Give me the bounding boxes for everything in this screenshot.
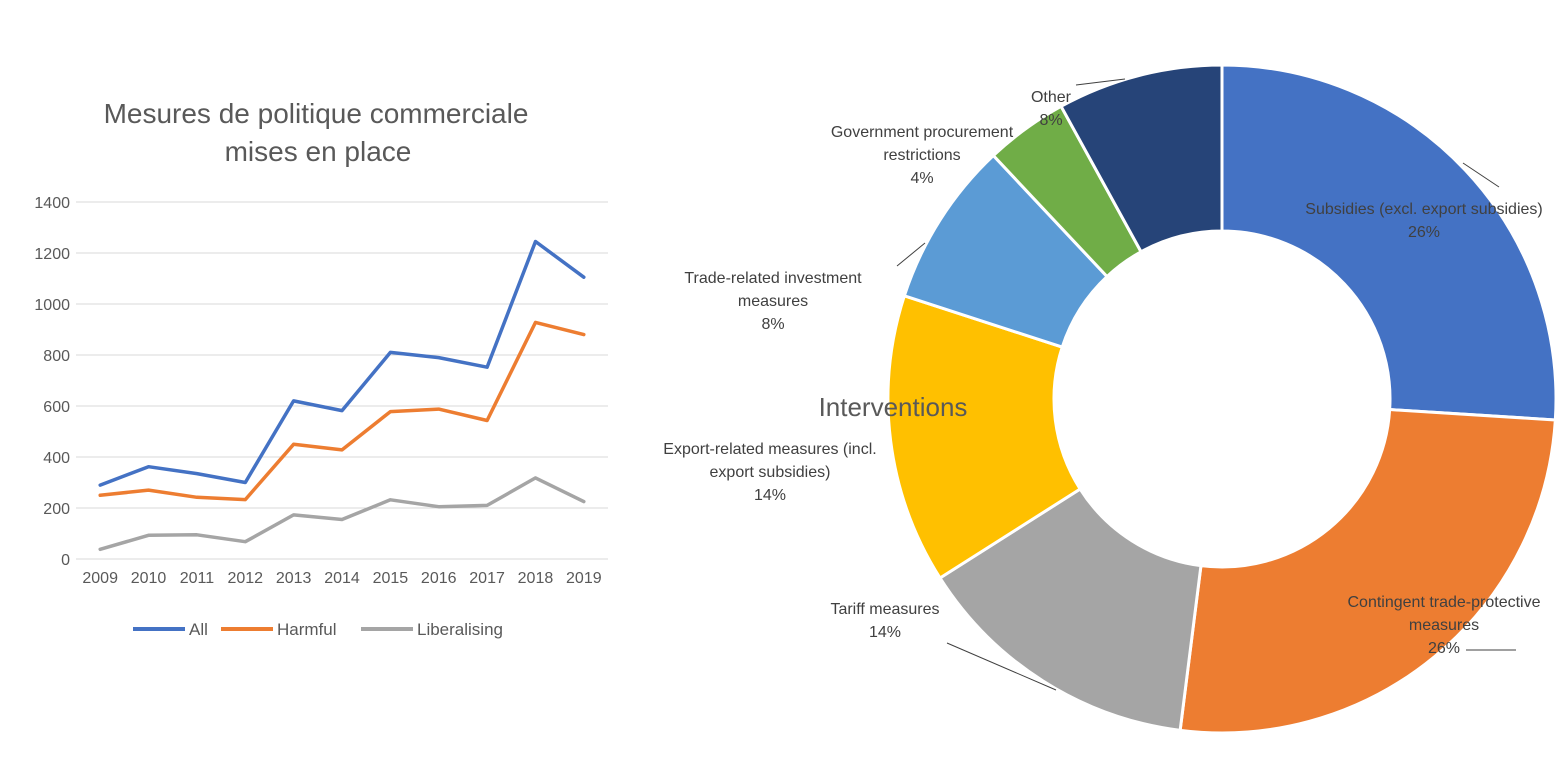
x-tick-label: 2015: [373, 570, 409, 587]
leader-line: [946, 642, 1057, 691]
x-tick-label: 2009: [82, 570, 118, 587]
slice-percent-label: 14%: [869, 624, 901, 641]
y-tick-label: 1400: [34, 195, 70, 212]
donut-slices: [886, 63, 1558, 735]
leader-line: [1462, 162, 1500, 188]
y-tick-label: 1000: [34, 297, 70, 314]
x-tick-label: 2010: [131, 570, 167, 587]
x-tick-label: 2013: [276, 570, 312, 587]
donut-slice-6: [1059, 63, 1224, 254]
line-chart-title-line-2: mises en place: [225, 136, 412, 167]
y-tick-label: 200: [43, 501, 70, 518]
slice-category-label: Tariff measures: [830, 601, 939, 618]
y-tick-label: 800: [43, 348, 70, 365]
y-tick-label: 0: [61, 552, 70, 569]
slice-category-label: Subsidies (excl. export subsidies): [1305, 201, 1542, 218]
slice-percent-label: 8%: [1039, 112, 1062, 129]
y-tick-label: 600: [43, 399, 70, 416]
x-tick-label: 2014: [324, 570, 360, 587]
line-chart-y-axis: 0 200 400 600 800 1000 1200 1400: [34, 195, 70, 569]
x-tick-label: 2019: [566, 570, 602, 587]
slice-percent-label: 14%: [754, 487, 786, 504]
slice-category-label: Contingent trade-protective: [1348, 594, 1541, 611]
series-line-liberalising: [98, 476, 586, 552]
slice-category-label: Other: [1031, 89, 1072, 106]
donut-slice-0: [1220, 63, 1558, 422]
slice-category-label: Export-related measures (incl.: [663, 441, 876, 458]
donut-slice-2: [937, 486, 1203, 733]
donut-leader-lines: [896, 78, 1516, 691]
line-chart-legend: All Harmful Liberalising: [133, 620, 503, 639]
legend-label-harmful: Harmful: [277, 620, 337, 639]
line-chart-x-axis: 2009 2010 2011 2012 2013 2014 2015 2016 2017 2018…: [82, 570, 601, 587]
series-line-all: [98, 239, 586, 487]
donut-slice-1: [1178, 407, 1557, 735]
slice-category-label: measures: [738, 293, 808, 310]
y-tick-label: 400: [43, 450, 70, 467]
donut-chart: Subsidies (excl. export subsidies) 26% Con…: [663, 63, 1558, 735]
slice-percent-label: 26%: [1428, 640, 1460, 657]
line-chart-series: [98, 239, 586, 552]
donut-labels: Subsidies (excl. export subsidies) 26% Con…: [663, 89, 1542, 657]
slice-percent-label: 26%: [1408, 224, 1440, 241]
slice-category-label: Government procurement: [831, 124, 1014, 141]
slice-category-label: restrictions: [883, 147, 960, 164]
x-tick-label: 2012: [227, 570, 263, 587]
line-chart-title-line-1: Mesures de politique commerciale: [104, 98, 529, 129]
x-tick-label: 2017: [469, 570, 505, 587]
x-tick-label: 2011: [180, 570, 215, 587]
y-tick-label: 1200: [34, 246, 70, 263]
slice-category-label: measures: [1409, 617, 1479, 634]
x-tick-label: 2018: [518, 570, 554, 587]
line-chart-gridlines: [76, 201, 608, 560]
legend-label-liberalising: Liberalising: [417, 620, 503, 639]
x-tick-label: 2016: [421, 570, 457, 587]
slice-category-label: export subsidies): [710, 464, 831, 481]
line-chart: Mesures de politique commerciale mises e…: [34, 98, 608, 639]
leader-line: [1075, 78, 1126, 86]
slice-category-label: Trade-related investment: [684, 270, 862, 287]
donut-chart-title: Interventions: [819, 392, 968, 422]
slice-percent-label: 4%: [910, 170, 933, 187]
donut-slice-3: [886, 293, 1083, 581]
slice-percent-label: 8%: [761, 316, 784, 333]
series-line-harmful: [98, 320, 586, 502]
leader-line: [896, 242, 926, 267]
legend-label-all: All: [189, 620, 208, 639]
